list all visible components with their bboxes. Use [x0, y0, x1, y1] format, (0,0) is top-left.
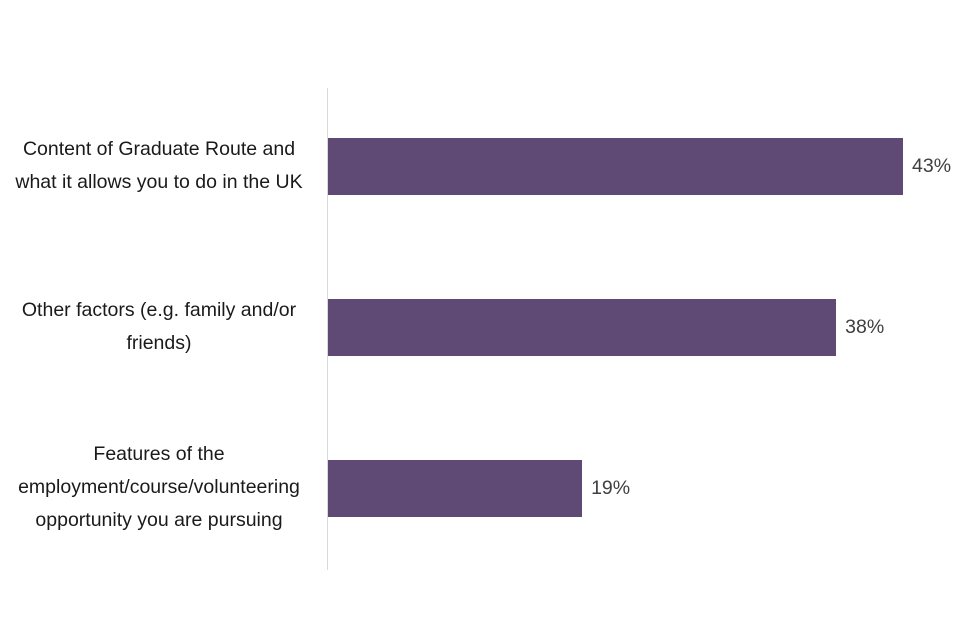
category-label-1: Other factors (e.g. family and/or friends… — [21, 299, 297, 354]
bar-2 — [328, 460, 583, 517]
bar-0 — [328, 138, 903, 195]
value-label-0: 43% — [912, 155, 952, 177]
category-axis-line — [327, 88, 328, 570]
value-label-2: 19% — [591, 477, 631, 499]
value-label-1: 38% — [845, 316, 885, 338]
category-label-2: Features of the employment/course/volunte… — [18, 443, 300, 531]
category-label-0: Content of Graduate Route and what it all… — [15, 138, 303, 193]
bar-1 — [328, 299, 837, 356]
